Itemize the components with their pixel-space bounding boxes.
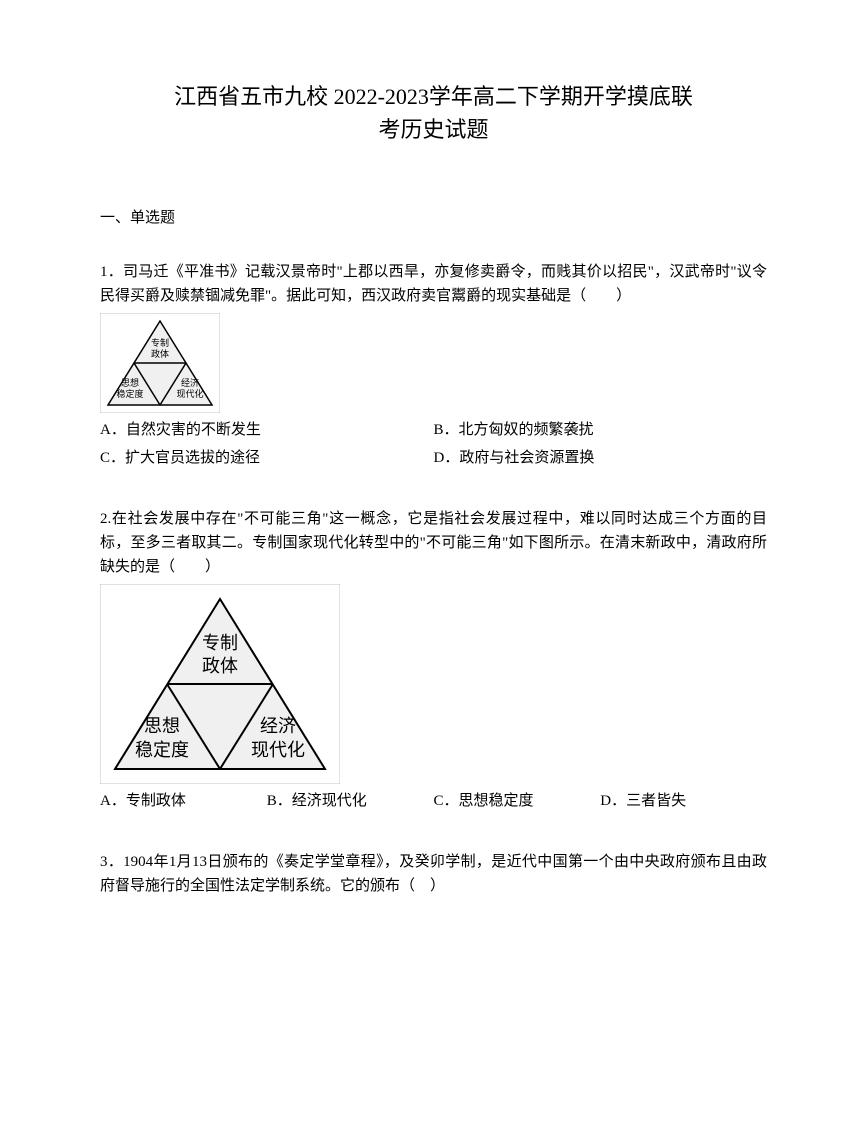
diagram-top-label-2: 政体 [202, 656, 238, 676]
section-header: 一、单选题 [100, 206, 767, 230]
option-2b: B．经济现代化 [267, 787, 434, 815]
diagram-bl-label-1: 思想 [121, 377, 139, 388]
diagram-br-label-1: 经济 [260, 716, 296, 736]
diagram-br-label-2: 现代化 [176, 388, 203, 399]
exam-title: 江西省五市九校 2022-2023学年高二下学期开学摸底联 考历史试题 [100, 80, 767, 146]
diagram-bl-label-1: 思想 [144, 716, 180, 736]
option-1d: D．政府与社会资源置换 [434, 444, 768, 472]
question-3-text: 3．1904年1月13日颁布的《奏定学堂章程》，及癸卯学制，是近代中国第一个由中… [100, 850, 767, 898]
question-1-diagram: 专制 政体 思想 稳定度 经济 现代化 [100, 313, 220, 413]
diagram-br-label-1: 经济 [181, 377, 199, 388]
question-1-options: A．自然灾害的不断发生 B．北方匈奴的频繁袭扰 C．扩大官员选拔的途径 D．政府… [100, 416, 767, 472]
option-2d: D．三者皆失 [600, 787, 767, 815]
diagram-top-label-2: 政体 [151, 348, 169, 359]
diagram-top-label-1: 专制 [151, 337, 169, 348]
title-line-1: 江西省五市九校 2022-2023学年高二下学期开学摸底联 [174, 84, 693, 109]
option-1c: C．扩大官员选拔的途径 [100, 444, 434, 472]
question-2: 2.在社会发展中存在"不可能三角"这一概念，它是指社会发展过程中，难以同时达成三… [100, 507, 767, 815]
option-1a: A．自然灾害的不断发生 [100, 416, 434, 444]
diagram-bl-label-2: 稳定度 [116, 388, 143, 399]
question-3: 3．1904年1月13日颁布的《奏定学堂章程》，及癸卯学制，是近代中国第一个由中… [100, 850, 767, 898]
diagram-top-label-1: 专制 [202, 633, 238, 653]
question-2-options: A．专制政体 B．经济现代化 C．思想稳定度 D．三者皆失 [100, 787, 767, 815]
diagram-bl-label-2: 稳定度 [135, 740, 189, 760]
question-1: 1．司马迁《平准书》记载汉景帝时"上郡以西旱，亦复修卖爵令，而贱其价以招民"，汉… [100, 260, 767, 472]
diagram-br-label-2: 现代化 [251, 740, 305, 760]
question-2-diagram: 专制 政体 思想 稳定度 经济 现代化 [100, 584, 340, 784]
question-2-text: 2.在社会发展中存在"不可能三角"这一概念，它是指社会发展过程中，难以同时达成三… [100, 507, 767, 579]
title-line-2: 考历史试题 [378, 117, 488, 142]
question-1-text: 1．司马迁《平准书》记载汉景帝时"上郡以西旱，亦复修卖爵令，而贱其价以招民"，汉… [100, 260, 767, 308]
option-2c: C．思想稳定度 [434, 787, 601, 815]
option-1b: B．北方匈奴的频繁袭扰 [434, 416, 768, 444]
option-2a: A．专制政体 [100, 787, 267, 815]
